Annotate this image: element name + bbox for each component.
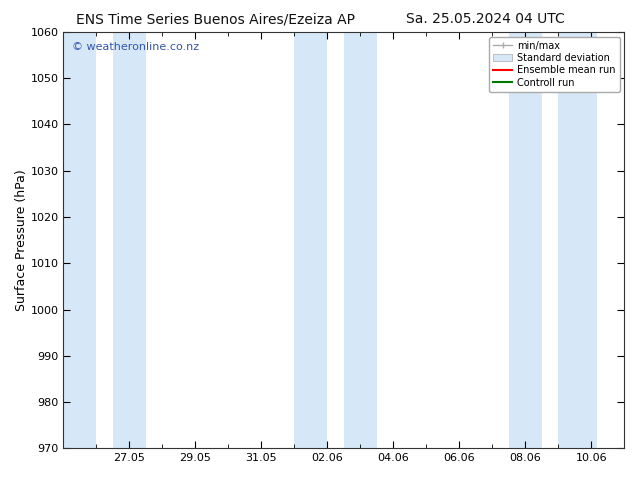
Legend: min/max, Standard deviation, Ensemble mean run, Controll run: min/max, Standard deviation, Ensemble me… (489, 37, 619, 92)
Bar (509, 32, 542, 448)
Bar (344, 32, 377, 448)
Y-axis label: Surface Pressure (hPa): Surface Pressure (hPa) (15, 169, 28, 311)
Text: ENS Time Series Buenos Aires/Ezeiza AP: ENS Time Series Buenos Aires/Ezeiza AP (76, 12, 355, 26)
Text: © weatheronline.co.nz: © weatheronline.co.nz (72, 42, 199, 52)
Bar (559, 32, 597, 448)
Bar (294, 32, 327, 448)
Bar (113, 32, 146, 448)
Bar (63, 32, 96, 448)
Text: Sa. 25.05.2024 04 UTC: Sa. 25.05.2024 04 UTC (406, 12, 564, 26)
